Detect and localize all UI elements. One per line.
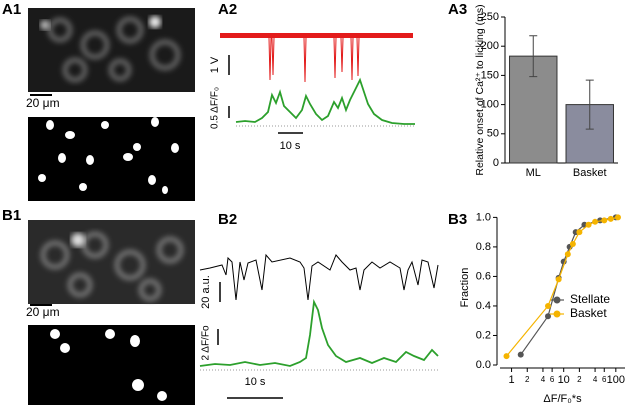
data-point (503, 353, 510, 360)
micrograph (28, 220, 195, 304)
y-tick-label: 0 (493, 157, 499, 169)
x-axis-label: ΔF/F₀*s (543, 393, 582, 405)
data-point (601, 217, 608, 224)
panel-label: B1 (2, 207, 21, 224)
scale-label: 20 μm (26, 305, 60, 319)
scale-label: 1 V (209, 56, 221, 73)
fluorescence-trace (199, 298, 439, 367)
y-tick-label: 100 (481, 99, 499, 111)
scale-label: 10 s (245, 376, 266, 388)
data-point (545, 313, 552, 320)
y-tick-label: 0.4 (476, 300, 491, 312)
panel-label: B2 (218, 211, 237, 228)
y-tick-label: 250 (481, 11, 499, 23)
data-point (555, 276, 562, 283)
data-point (517, 351, 524, 358)
membrane-trace (199, 253, 439, 301)
error-bar (585, 79, 594, 130)
x-tick-label: 6 (602, 375, 607, 384)
data-point (564, 251, 571, 258)
legend-label: Stellate (570, 292, 610, 306)
x-tick-label: ML (526, 167, 541, 179)
panel-label: A2 (218, 1, 237, 18)
x-tick-label: 10 (558, 374, 570, 386)
x-tick-label: 100 (607, 374, 625, 386)
x-tick-label: 2 (525, 375, 530, 384)
y-tick-label: 0.6 (476, 270, 491, 282)
y-axis-label: Fraction (459, 268, 471, 308)
y-tick-label: 1.0 (476, 211, 491, 223)
y-tick-label: 0.8 (476, 241, 491, 253)
cell-mask (28, 117, 195, 201)
series-line (506, 216, 619, 357)
legend-marker (553, 310, 561, 318)
data-point (545, 302, 552, 309)
y-tick-label: 200 (481, 40, 499, 52)
scale-label: 2 ΔF/Fo (201, 325, 212, 360)
scale-label: 0.5 ΔF/F₀ (210, 87, 221, 129)
panel-label: B3 (448, 211, 467, 228)
y-tick-label: 50 (487, 128, 499, 140)
data-point (614, 214, 621, 221)
scale-label: 10 s (280, 140, 301, 152)
legend-label: Basket (570, 306, 607, 320)
x-tick-label: Basket (573, 167, 607, 179)
voltage-trace (220, 33, 413, 83)
data-point (592, 218, 599, 225)
panel-label: A1 (2, 1, 21, 18)
error-bar (529, 35, 538, 78)
legend-marker (553, 296, 561, 304)
y-axis-label: Relative onset of Ca²⁺ to licking (ms) (474, 4, 486, 175)
series-line (520, 216, 616, 356)
data-point (585, 221, 592, 228)
data-point (569, 240, 576, 247)
y-tick-label: 150 (481, 69, 499, 81)
panel-label: A3 (448, 1, 467, 18)
data-point (607, 215, 614, 222)
scale-label: 20 μm (26, 96, 60, 110)
data-point (576, 229, 583, 236)
y-tick-label: 0.0 (476, 359, 491, 371)
x-tick-label: 4 (541, 375, 546, 384)
y-tick-label: 0.2 (476, 329, 491, 341)
scale-label: 20 a.u. (200, 275, 212, 309)
x-tick-label: 1 (509, 374, 515, 386)
cell-mask (28, 325, 195, 405)
x-tick-label: 6 (550, 375, 555, 384)
x-tick-label: 2 (577, 375, 582, 384)
micrograph (28, 8, 195, 92)
x-tick-label: 4 (593, 375, 598, 384)
fluorescence-trace (235, 77, 415, 125)
